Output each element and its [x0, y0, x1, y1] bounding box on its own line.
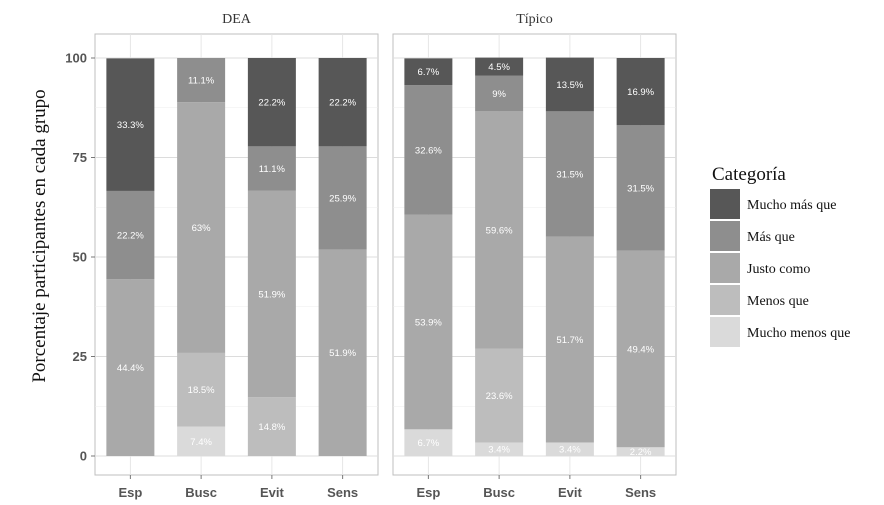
bar-segment: [106, 279, 155, 456]
bar-value-label: 53.9%: [415, 318, 442, 329]
bar-segment: [106, 190, 155, 280]
bar-segment: [616, 125, 665, 251]
bar-value-label: 14.8%: [258, 422, 285, 433]
bar-segment: [177, 426, 226, 456]
legend-swatch: [710, 189, 740, 219]
bar-segment: [475, 348, 524, 443]
bar-segment: [475, 111, 524, 349]
bar-value-label: 6.7%: [418, 67, 440, 78]
bar-value-label: 23.6%: [486, 391, 513, 402]
legend-label: Menos que: [747, 294, 809, 309]
x-tick-label: Evit: [558, 485, 583, 500]
bar-segment: [545, 57, 594, 112]
bar-segment: [404, 85, 453, 215]
bar-value-label: 31.5%: [627, 183, 654, 194]
facet-panels: DEA 44.4% 22.2% 33.3% 7.4% 18.5% 63% 11.1% 14.8%…: [65, 6, 677, 500]
bar-value-label: 59.6%: [486, 225, 513, 236]
bar-value-label: 25.9%: [329, 193, 356, 204]
bar-segment: [475, 57, 524, 76]
bar-segment: [616, 447, 665, 456]
legend-title: Categoría: [712, 164, 786, 185]
legend-swatch: [710, 253, 740, 283]
bar-segment: [318, 249, 367, 456]
panel-strip: [393, 6, 676, 34]
bar-value-label: 4.5%: [488, 62, 510, 73]
bar-value-label: 3.4%: [559, 445, 581, 456]
bar-value-label: 22.2%: [117, 231, 144, 242]
x-tick-label: Busc: [483, 485, 515, 500]
x-tick-label: Esp: [416, 485, 440, 500]
legend-label: Mucho más que: [747, 198, 836, 213]
bar-segment: [616, 250, 665, 448]
bar-segment: [475, 442, 524, 456]
bar-segment: [318, 146, 367, 250]
bar-value-label: 3.4%: [488, 445, 510, 456]
bar-segment: [247, 190, 296, 398]
bar-value-label: 63%: [192, 223, 212, 234]
bar-value-label: 11.1%: [188, 76, 215, 87]
bar-value-label: 2.2%: [630, 447, 652, 458]
y-tick-label: 50: [73, 250, 87, 265]
bar-segment: [545, 236, 594, 443]
y-axis-label: Porcentaje participantes en cada grupo: [29, 89, 50, 382]
panel-1: Típico 6.7% 53.9% 32.6% 6.7% 3.4% 23.6% 59.6% 9%…: [392, 6, 677, 500]
legend-label: Mucho menos que: [747, 326, 850, 341]
legend-swatch: [710, 221, 740, 251]
bar-value-label: 6.7%: [418, 438, 440, 449]
y-tick-label: 100: [65, 51, 87, 66]
y-tick-label: 25: [73, 349, 87, 364]
bar-segment: [106, 58, 155, 191]
bar-value-label: 11.1%: [259, 164, 286, 175]
bar-value-label: 22.2%: [258, 98, 285, 109]
bar-value-label: 33.3%: [117, 120, 144, 131]
panel-title: DEA: [222, 12, 252, 27]
bar-segment: [545, 442, 594, 456]
panel-title: Típico: [516, 12, 553, 27]
y-tick-label: 75: [73, 150, 87, 165]
y-tick-label: 0: [80, 449, 87, 464]
x-tick-label: Evit: [260, 485, 285, 500]
bar-value-label: 7.4%: [190, 437, 212, 448]
bar-segment: [404, 214, 453, 430]
bar-value-label: 16.9%: [627, 87, 654, 98]
bar-segment: [616, 58, 665, 126]
bar-segment: [404, 429, 453, 456]
legend-swatch: [710, 285, 740, 315]
x-tick-label: Sens: [625, 485, 656, 500]
bar-value-label: 13.5%: [556, 80, 583, 91]
panel-0: DEA 44.4% 22.2% 33.3% 7.4% 18.5% 63% 11.1% 14.8%…: [65, 6, 379, 500]
bar-segment: [247, 58, 296, 147]
bar-segment: [177, 102, 226, 353]
bar-value-label: 51.9%: [258, 289, 285, 300]
bar-segment: [318, 58, 367, 147]
bar-segment: [177, 58, 226, 103]
bar-segment: [247, 397, 296, 456]
legend-label: Más que: [747, 230, 795, 245]
x-tick-label: Esp: [118, 485, 142, 500]
bar-value-label: 22.2%: [329, 98, 356, 109]
bar-segment: [475, 75, 524, 112]
bar-segment: [247, 146, 296, 191]
bar-value-label: 9%: [492, 89, 506, 100]
bar-segment: [545, 111, 594, 237]
panel-strip: [95, 6, 378, 34]
bar-value-label: 44.4%: [117, 363, 144, 374]
bar-value-label: 51.9%: [329, 348, 356, 359]
x-tick-label: Sens: [327, 485, 358, 500]
bar-segment: [177, 352, 226, 427]
bar-segment: [404, 58, 453, 86]
bar-value-label: 32.6%: [415, 145, 442, 156]
bar-value-label: 49.4%: [627, 344, 654, 355]
bar-value-label: 18.5%: [188, 385, 215, 396]
bar-value-label: 51.7%: [556, 335, 583, 346]
legend-swatch: [710, 317, 740, 347]
legend-label: Justo como: [747, 262, 810, 277]
legend: Categoría Mucho más que Más que Justo como M…: [710, 164, 850, 347]
bar-value-label: 31.5%: [556, 170, 583, 181]
x-tick-label: Busc: [185, 485, 217, 500]
